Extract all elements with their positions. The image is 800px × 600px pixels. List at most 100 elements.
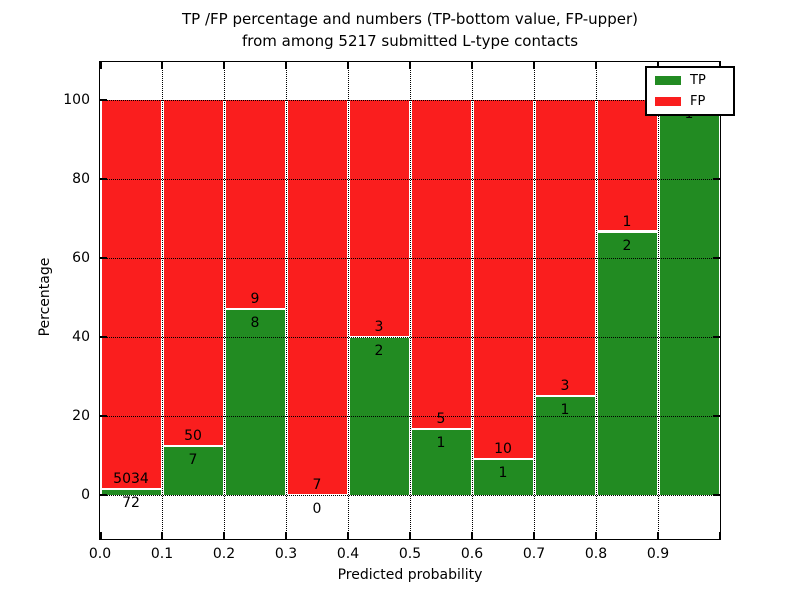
x-tick-label: 0.6	[460, 546, 484, 562]
bar-fp-segment	[287, 100, 347, 494]
x-tick-mark-top	[161, 62, 163, 69]
y-tick-label: 20	[72, 408, 90, 424]
vertical-gridline	[471, 62, 473, 539]
x-axis-title: Predicted probability	[337, 567, 483, 583]
tp-count-label: 1	[560, 402, 570, 419]
bar-tp-segment	[659, 101, 719, 495]
y-tick-label: 0	[81, 487, 90, 503]
tp-count-label: 8	[250, 315, 260, 332]
bar-fp-segment	[225, 100, 285, 308]
horizontal-gridline	[100, 179, 720, 180]
fp-count-label: 7	[312, 477, 322, 493]
x-tick-mark-bottom	[161, 532, 163, 539]
y-tick-mark-left	[100, 415, 107, 417]
x-tick-mark-top	[285, 62, 287, 69]
legend-entry-tp: TP	[655, 73, 725, 88]
fp-count-label: 5034	[113, 471, 149, 488]
bar-tp-segment	[101, 490, 161, 495]
horizontal-gridline	[100, 258, 720, 259]
bar-tp-segment	[597, 232, 657, 495]
vertical-gridline	[285, 62, 287, 539]
fp-count-label: 1	[622, 213, 632, 230]
tp-count-label: 1	[498, 465, 508, 482]
x-tick-mark-bottom	[100, 532, 102, 539]
tp-count-label: 0	[312, 501, 322, 517]
vertical-gridline	[347, 62, 349, 539]
x-tick-mark-bottom	[223, 532, 225, 539]
horizontal-gridline	[100, 495, 720, 496]
bar-fp-segment	[473, 100, 533, 458]
x-tick-mark-top	[100, 62, 102, 69]
x-tick-label: 0.7	[522, 546, 546, 562]
y-tick-label: 100	[63, 92, 90, 108]
y-tick-mark-right	[713, 494, 720, 496]
tp-count-label: 72	[122, 495, 140, 512]
chart-title-line1: TP /FP percentage and numbers (TP-bottom…	[182, 10, 638, 28]
fp-count-label: 10	[494, 441, 512, 458]
tp-count-label: 2	[622, 237, 632, 254]
horizontal-gridline	[100, 416, 720, 417]
y-tick-label: 60	[72, 250, 90, 266]
y-tick-mark-right	[713, 178, 720, 180]
x-tick-mark-top	[347, 62, 349, 69]
bar-tp-segment	[473, 460, 533, 495]
bar-fp-segment	[411, 100, 471, 428]
vertical-gridline	[409, 62, 411, 539]
y-tick-mark-left	[100, 178, 107, 180]
x-tick-mark-top	[223, 62, 225, 69]
legend-entry-fp: FP	[655, 94, 725, 109]
y-tick-mark-right	[713, 257, 720, 259]
legend-fp-label: FP	[690, 94, 706, 109]
x-tick-mark-bottom	[347, 532, 349, 539]
x-tick-mark-bottom	[533, 532, 535, 539]
tp-count-label: 7	[188, 452, 198, 469]
vertical-gridline	[533, 62, 535, 539]
x-tick-label: 0.0	[88, 546, 112, 562]
fp-count-label: 50	[184, 428, 202, 445]
vertical-gridline	[657, 62, 659, 539]
x-tick-mark-top	[595, 62, 597, 69]
bar-fp-segment	[349, 100, 409, 336]
fp-count-label: 9	[250, 291, 260, 308]
x-tick-label: 0.9	[646, 546, 670, 562]
chart-title-line2: from among 5217 submitted L-type contact…	[241, 32, 579, 50]
y-tick-mark-right	[713, 336, 720, 338]
fp-count-label: 3	[560, 378, 570, 395]
legend-tp-swatch	[655, 76, 681, 85]
bar-fp-segment	[163, 100, 223, 445]
bar-tp-segment	[411, 430, 471, 495]
x-tick-mark-bottom	[409, 532, 411, 539]
legend: TP FP	[645, 66, 735, 116]
legend-tp-label: TP	[690, 73, 706, 88]
x-tick-mark-top	[409, 62, 411, 69]
legend-fp-swatch	[655, 97, 681, 106]
bar-tp-segment	[225, 310, 285, 495]
x-tick-mark-top	[471, 62, 473, 69]
fp-count-label: 3	[374, 319, 384, 335]
x-tick-mark-bottom	[718, 532, 720, 539]
y-tick-label: 40	[72, 329, 90, 345]
y-tick-mark-left	[100, 336, 107, 338]
x-tick-label: 0.4	[336, 546, 360, 562]
x-tick-label: 0.5	[398, 546, 422, 562]
x-tick-label: 0.1	[150, 546, 174, 562]
y-tick-mark-right	[713, 415, 720, 417]
x-tick-mark-bottom	[471, 532, 473, 539]
vertical-gridline	[223, 62, 225, 539]
y-tick-label: 80	[72, 171, 90, 187]
bar-fp-segment	[597, 100, 657, 231]
bar-fp-segment	[535, 100, 595, 395]
x-tick-label: 0.2	[212, 546, 236, 562]
x-tick-mark-bottom	[285, 532, 287, 539]
x-tick-mark-top	[718, 62, 720, 69]
x-tick-label: 0.3	[274, 546, 298, 562]
vertical-gridline	[161, 62, 163, 539]
tp-count-label: 2	[374, 343, 384, 359]
x-tick-mark-top	[533, 62, 535, 69]
y-tick-mark-left	[100, 99, 107, 101]
fp-count-label: 5	[436, 411, 446, 428]
x-tick-mark-top	[657, 62, 659, 69]
plot-area: 50347250798703251101311201	[99, 61, 721, 540]
tp-count-label: 1	[436, 435, 446, 452]
